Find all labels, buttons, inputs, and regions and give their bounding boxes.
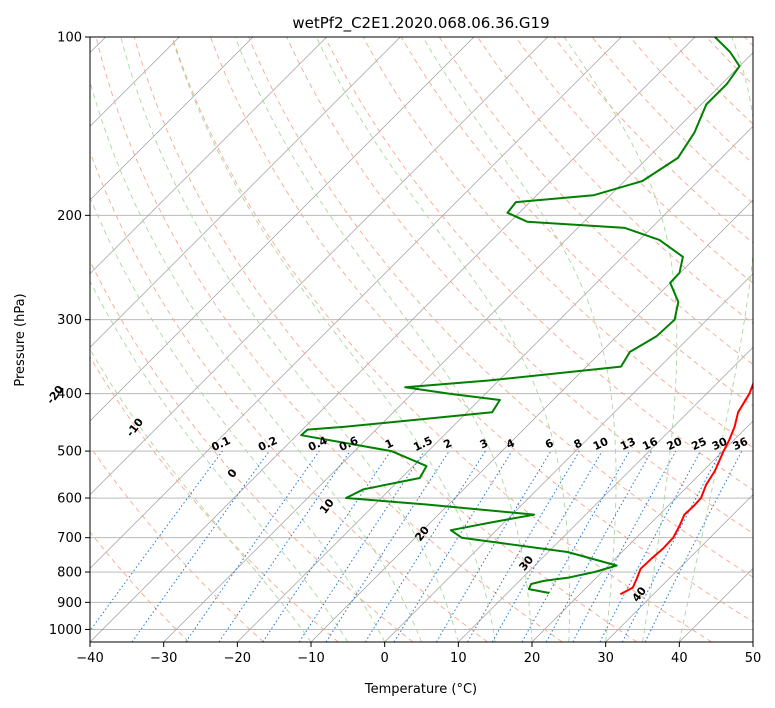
dry-adiabat xyxy=(90,150,488,642)
mixing-ratio-line xyxy=(325,450,450,642)
dry-adiabat xyxy=(439,37,753,365)
dry-adiabat xyxy=(133,37,638,642)
y-tick-label: 300 xyxy=(57,313,82,328)
plot-frame xyxy=(89,36,754,643)
x-tick-label: 0 xyxy=(381,651,389,666)
y-tick-label: 200 xyxy=(57,209,82,224)
mixing-ratio-label: 20 xyxy=(665,435,685,453)
isotherm-line xyxy=(237,125,753,642)
moist-adiabat xyxy=(90,196,386,642)
moist-adiabat xyxy=(563,37,678,642)
y-tick-label: 600 xyxy=(57,492,82,507)
mixing-ratio-line xyxy=(644,450,743,642)
dry-adiabat xyxy=(400,37,753,407)
mixing-ratio-line xyxy=(521,450,630,642)
y-tick-label: 400 xyxy=(57,387,82,402)
isotherm-line xyxy=(605,494,753,642)
x-axis-label: Temperature (°C) xyxy=(364,682,477,697)
isotherm-line xyxy=(90,37,475,422)
mixing-ratio-line xyxy=(90,450,223,632)
isotherm-line xyxy=(90,37,254,201)
mixing-ratio-label: 36 xyxy=(731,435,751,453)
moist-adiabat xyxy=(120,37,459,642)
x-tick-label: −40 xyxy=(76,651,103,666)
isotherm-line xyxy=(90,37,622,569)
isotherm-line xyxy=(163,52,753,642)
mixing-ratio-line xyxy=(298,450,425,642)
dry-adiabat xyxy=(90,531,190,642)
mixing-ratio-label: 13 xyxy=(618,435,637,453)
mixing-ratio-label: 16 xyxy=(640,435,660,453)
x-tick-label: 40 xyxy=(671,651,688,666)
moist-adiabat xyxy=(315,37,570,642)
x-tick-label: −20 xyxy=(224,651,251,666)
series-layer xyxy=(300,37,753,596)
chart-title: wetPf2_C2E1.2020.068.06.36.G19 xyxy=(292,14,549,33)
isotherm-line xyxy=(458,346,753,642)
dry-adiabat xyxy=(90,356,339,642)
dry-adiabat xyxy=(90,259,414,642)
dry-adiabat xyxy=(286,37,753,534)
mixing-ratio-label: 30 xyxy=(710,435,730,453)
isotherm-line xyxy=(90,37,327,275)
isotherm-line xyxy=(90,37,548,496)
dry-adiabat xyxy=(210,37,753,623)
temperature-profile-line xyxy=(619,381,753,596)
y-axis-label: Pressure (hPa) xyxy=(13,293,28,386)
x-tick-label: −30 xyxy=(150,651,177,666)
y-tick-label: 100 xyxy=(57,31,82,46)
mixing-ratio-line xyxy=(262,450,392,642)
x-tick-label: 30 xyxy=(597,651,614,666)
x-tick-label: −10 xyxy=(297,651,324,666)
y-tick-label: 700 xyxy=(57,531,82,546)
moist-adiabat xyxy=(90,80,422,642)
mixing-ratio-line xyxy=(185,450,320,642)
moist-adiabat xyxy=(422,37,617,642)
mixing-ratio-line xyxy=(393,450,513,642)
y-axis: 100 200 300 400 500 600 700 800 900 1000 xyxy=(49,31,90,638)
dry-adiabat xyxy=(248,37,753,578)
y-tick-label: 500 xyxy=(57,445,82,460)
moist-adiabat xyxy=(90,348,312,642)
x-tick-label: 50 xyxy=(745,651,762,666)
dry-adiabat xyxy=(515,37,753,284)
y-tick-label: 900 xyxy=(57,596,82,611)
mixing-ratio-label: 10 xyxy=(591,435,611,453)
y-tick-label: 800 xyxy=(57,566,82,581)
moist-adiabat xyxy=(171,37,496,642)
x-tick-label: 10 xyxy=(450,651,467,666)
dewpoint-profile-line xyxy=(300,37,741,594)
grid-layer xyxy=(90,37,753,642)
mixing-ratio-label: 25 xyxy=(689,435,708,453)
isotherm-line xyxy=(90,37,401,348)
x-tick-label: 20 xyxy=(524,651,541,666)
isotherm-line xyxy=(90,37,696,642)
dry-adiabat xyxy=(171,37,712,642)
mixing-ratio-line xyxy=(545,450,653,642)
y-tick-label: 1000 xyxy=(49,623,82,638)
x-axis: −40 −30 −20 −10 0 10 20 30 40 50 xyxy=(76,642,761,666)
isotherm-line xyxy=(531,420,753,642)
dry-adiabat xyxy=(90,445,264,642)
mixing-ratio-line xyxy=(131,450,270,642)
mixing-ratio-line xyxy=(218,450,351,642)
